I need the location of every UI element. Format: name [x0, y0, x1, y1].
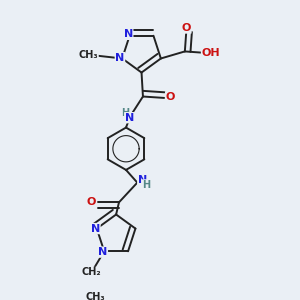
- Text: O: O: [87, 196, 96, 206]
- Text: N: N: [91, 224, 100, 234]
- Text: O: O: [166, 92, 175, 102]
- Text: N: N: [124, 29, 133, 39]
- Text: OH: OH: [202, 48, 220, 58]
- Text: CH₃: CH₃: [86, 292, 106, 300]
- Text: H: H: [121, 108, 129, 118]
- Text: CH₃: CH₃: [79, 50, 98, 60]
- Text: CH₂: CH₂: [82, 267, 101, 278]
- Text: N: N: [115, 52, 124, 63]
- Text: N: N: [98, 247, 107, 257]
- Text: N: N: [138, 176, 147, 185]
- Text: N: N: [125, 113, 134, 123]
- Text: H: H: [142, 180, 151, 190]
- Text: O: O: [182, 23, 191, 33]
